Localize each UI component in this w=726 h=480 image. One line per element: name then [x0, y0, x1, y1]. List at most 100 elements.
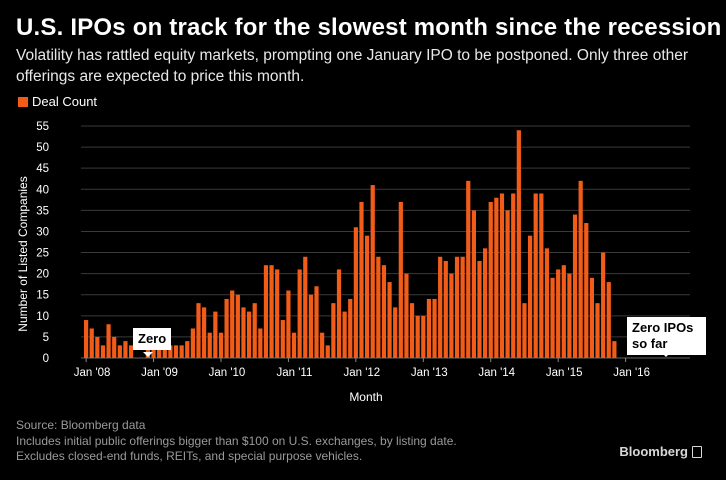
bar [443, 260, 448, 358]
bar [348, 298, 353, 358]
y-tick-label: 40 [36, 184, 49, 196]
bar [471, 210, 476, 358]
bar [511, 193, 516, 358]
annotation-zero-ipos: Zero IPOs so far [627, 317, 706, 355]
bar [263, 265, 269, 358]
chart-title: U.S. IPOs on track for the slowest month… [16, 14, 722, 41]
y-tick-label: 25 [36, 248, 49, 260]
bar [370, 185, 375, 358]
bar [499, 193, 505, 358]
y-tick-label: 15 [36, 290, 49, 302]
bar [567, 273, 572, 358]
bar [258, 328, 263, 358]
bar [331, 303, 336, 358]
bar [606, 282, 611, 358]
bar [516, 130, 521, 358]
bar [460, 256, 465, 358]
bar [297, 269, 302, 358]
bar [190, 328, 195, 358]
bar [246, 311, 252, 358]
annotation-zero: Zero [133, 328, 172, 350]
bar [179, 345, 184, 358]
bar [123, 341, 128, 358]
bar [353, 227, 358, 358]
bar [527, 235, 533, 358]
bar [359, 201, 364, 358]
bar [286, 290, 291, 358]
bar [157, 349, 162, 358]
bar [314, 286, 319, 358]
bar [117, 345, 122, 358]
bar [505, 210, 510, 358]
bar [342, 311, 347, 358]
bar [578, 180, 583, 358]
y-tick-label: 55 [36, 121, 49, 133]
bar [275, 269, 280, 358]
bar [404, 273, 409, 358]
bar [241, 307, 246, 358]
bar [213, 311, 218, 358]
bars [84, 130, 617, 358]
bar [168, 345, 173, 358]
chart-subtitle: Volatility has rattled equity markets, p… [16, 47, 689, 85]
y-tick-label: 10 [36, 311, 49, 323]
bar [162, 345, 167, 358]
bloomberg-glyph-icon [692, 445, 702, 458]
bar [95, 336, 100, 358]
x-tick-label: Jan '14 [478, 367, 515, 379]
bar [522, 303, 527, 358]
bar [151, 345, 156, 358]
y-tick-label: 5 [43, 332, 49, 344]
bar [544, 248, 550, 358]
bar [415, 315, 420, 358]
bar [252, 303, 257, 358]
bar [393, 307, 398, 358]
bar [454, 256, 460, 358]
bar [207, 332, 212, 358]
bar [561, 265, 566, 358]
bar [202, 307, 207, 358]
brand-name: Bloomberg [619, 444, 688, 459]
y-axis-label: Number of Listed Companies [16, 176, 30, 331]
bar [185, 341, 190, 358]
bar [128, 345, 134, 358]
bar [584, 223, 589, 358]
bar [556, 269, 561, 358]
bar [449, 273, 454, 358]
bar [488, 201, 493, 358]
bar [224, 298, 229, 358]
bar [601, 252, 606, 358]
bar [477, 260, 482, 358]
bar [466, 180, 471, 358]
bar [320, 332, 325, 358]
x-tick-label: Jan '10 [209, 367, 246, 379]
bar [291, 332, 297, 358]
bar [106, 324, 111, 358]
y-tick-label: 50 [36, 142, 49, 154]
footnote-inclusion: Includes initial public offerings bigger… [16, 433, 457, 448]
bar [303, 256, 308, 358]
bar [173, 345, 179, 358]
legend-label: Deal Count [32, 94, 98, 109]
y-tick-label: 30 [36, 226, 49, 238]
bar [483, 248, 488, 358]
bar [494, 197, 499, 358]
y-tick-label: 45 [36, 163, 49, 175]
bar [336, 269, 342, 358]
x-tick-label: Jan '09 [141, 367, 178, 379]
bar [280, 320, 285, 358]
x-axis-ticks: Jan '08 Jan '09 Jan '10 Jan '11 Jan '12 Jan '… [74, 358, 650, 379]
bar [438, 256, 443, 358]
x-axis-label: Month [349, 390, 382, 404]
bar [421, 315, 426, 358]
x-tick-label: Jan '13 [411, 367, 448, 379]
y-tick-label: 35 [36, 205, 49, 217]
bar [550, 277, 555, 358]
bar [308, 294, 313, 358]
bar [218, 332, 224, 358]
footer-notes: Source: Bloomberg data Includes initial … [16, 418, 457, 465]
source-note: Source: Bloomberg data [16, 418, 146, 432]
bar [269, 265, 274, 358]
bar [325, 345, 330, 358]
